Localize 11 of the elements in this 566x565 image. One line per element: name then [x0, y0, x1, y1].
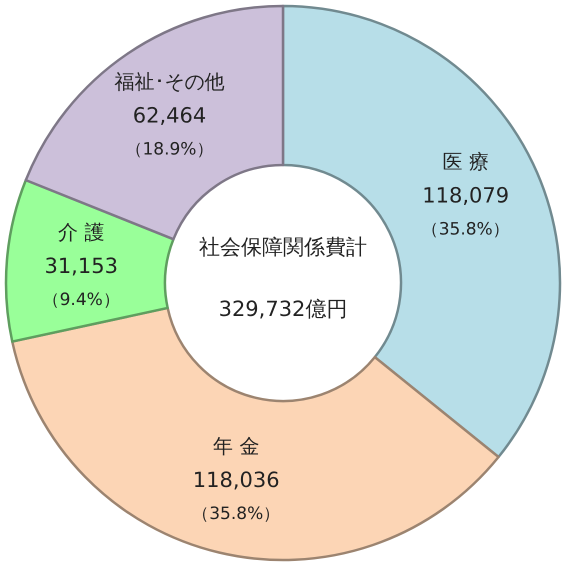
data-label: 62,464 （18.9%）	[125, 103, 214, 160]
slice-label: 福祉･その他	[114, 69, 224, 94]
slice-label: 年 金	[213, 434, 260, 458]
text: 329,732億円	[218, 297, 348, 321]
text: 社会保障関係費計	[199, 235, 367, 259]
data-label: 118,036 （35.8%）	[192, 468, 280, 524]
slice-label: 介 護	[58, 220, 104, 244]
donut-slice	[4, 178, 175, 343]
data-label: 118,079 （35.8%）	[422, 184, 510, 240]
data-label: 31,153 （9.4%）	[42, 254, 120, 310]
slice-label: 医 療	[442, 150, 489, 174]
